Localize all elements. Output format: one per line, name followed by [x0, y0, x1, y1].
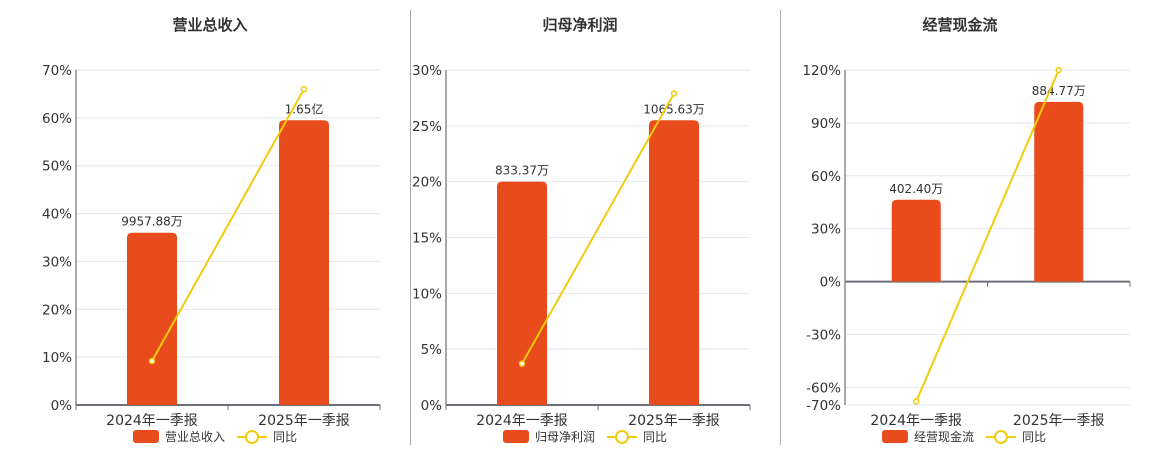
bar[interactable]	[497, 181, 547, 405]
bar[interactable]	[649, 120, 699, 405]
legend-bar-label[interactable]: 归母净利润	[535, 430, 596, 444]
y-tick-label: 50%	[42, 159, 72, 175]
legend-net-profit: 归母净利润 同比	[503, 428, 667, 445]
chart-title-revenue: 营业总收入	[172, 16, 248, 34]
yoy-point[interactable]	[913, 398, 920, 405]
bar-value-label: 833.37万	[495, 164, 549, 178]
yoy-point[interactable]	[148, 357, 156, 365]
y-tick-label: 10%	[412, 286, 442, 302]
legend-revenue: 营业总收入 同比	[133, 428, 297, 445]
chart-revenue: 0% 10% 20% 30% 40% 50% 60% 70% 2024年一季报 9957.88万 2…	[42, 63, 381, 429]
chart-title-net-profit: 归母净利润	[542, 16, 618, 34]
y-tick-label: 0%	[820, 275, 842, 291]
y-tick-label: 10%	[42, 350, 72, 366]
y-tick-label: 120%	[802, 63, 841, 79]
legend-bar-label[interactable]: 营业总收入	[165, 430, 226, 444]
bar[interactable]	[1034, 101, 1084, 282]
yoy-point[interactable]	[300, 85, 308, 93]
x-category-label: 2025年一季报	[628, 413, 720, 429]
chart-net-profit: 0% 5% 10% 15% 20% 25% 30% 2024年一季报 833.37万 2025年一…	[412, 63, 751, 429]
bar[interactable]	[891, 199, 941, 282]
y-tick-label: 30%	[811, 222, 841, 238]
yoy-line	[915, 69, 1060, 402]
panel-divider-2	[780, 10, 781, 445]
y-tick-label: -60%	[806, 380, 841, 396]
x-category-label: 2024年一季报	[476, 413, 568, 429]
x-category-label: 2024年一季报	[870, 413, 962, 429]
y-tick-label: 20%	[42, 302, 72, 318]
yoy-point[interactable]	[1055, 66, 1062, 74]
y-tick-label: 60%	[811, 169, 841, 185]
legend-line-swatch-icon[interactable]	[607, 429, 638, 444]
bar[interactable]	[127, 232, 177, 405]
legend-line-label[interactable]: 同比	[643, 430, 668, 444]
y-tick-label: 25%	[412, 119, 442, 135]
legend-line-swatch-icon[interactable]	[237, 429, 268, 444]
x-category-label: 2024年一季报	[106, 413, 198, 429]
yoy-point[interactable]	[670, 90, 678, 97]
legend-line-label[interactable]: 同比	[1022, 430, 1047, 444]
y-tick-label: -70%	[806, 398, 841, 414]
y-tick-label: 0%	[421, 398, 443, 414]
y-tick-label: 60%	[42, 111, 72, 127]
legend-bar-swatch[interactable]	[882, 430, 908, 443]
y-tick-label: 90%	[811, 116, 841, 132]
y-tick-label: 0%	[51, 398, 73, 414]
x-category-label: 2025年一季报	[1013, 413, 1105, 429]
bar-value-label: 9957.88万	[121, 215, 183, 229]
legend-cashflow: 经营现金流 同比	[882, 428, 1046, 445]
chart-title-cashflow: 经营现金流	[922, 16, 998, 34]
y-tick-label: 40%	[42, 207, 72, 223]
y-tick-label: 30%	[42, 254, 72, 270]
bar[interactable]	[279, 120, 329, 405]
yoy-line	[521, 92, 675, 365]
x-category-label: 2025年一季报	[258, 413, 350, 429]
y-tick-label: 20%	[412, 175, 442, 191]
yoy-point[interactable]	[518, 360, 526, 367]
bar-value-label: 884.77万	[1032, 84, 1086, 98]
bar-value-label: 402.40万	[889, 182, 943, 196]
legend-line-label[interactable]: 同比	[273, 430, 298, 444]
yoy-line	[151, 88, 305, 362]
y-tick-label: 30%	[412, 63, 442, 79]
y-tick-label: -30%	[806, 327, 841, 343]
bar-value-label: 1065.63万	[643, 102, 705, 116]
legend-line-swatch-icon[interactable]	[986, 429, 1017, 444]
y-tick-label: 5%	[421, 342, 443, 358]
legend-bar-label[interactable]: 经营现金流	[914, 430, 975, 444]
y-tick-label: 15%	[412, 231, 442, 247]
legend-bar-swatch[interactable]	[133, 430, 159, 443]
legend-bar-swatch[interactable]	[503, 430, 529, 443]
chart-cashflow: -70% -60% -30% 0% 30% 60% 90% 120% 2024年一季报 402.4…	[802, 63, 1131, 429]
panel-divider-1	[410, 10, 411, 445]
y-tick-label: 70%	[42, 63, 72, 79]
